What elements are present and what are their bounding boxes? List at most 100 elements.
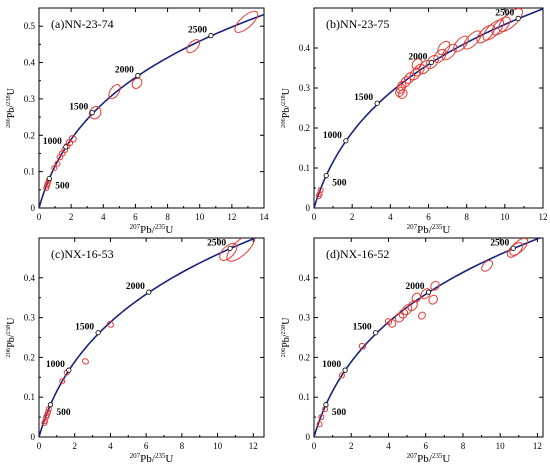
age-marker (510, 245, 516, 251)
plot-area (39, 10, 264, 208)
error-ellipse (108, 83, 121, 100)
error-ellipse (394, 312, 405, 323)
error-ellipse (81, 358, 89, 365)
error-ellipse (106, 321, 114, 328)
y-tick-label: 0.2 (24, 352, 35, 362)
age-label: 1000 (323, 131, 342, 141)
x-tick-label: 10 (500, 212, 510, 222)
y-tick-label: 0.3 (24, 94, 36, 104)
error-ellipse (68, 135, 77, 143)
error-ellipse (411, 58, 423, 70)
panel-2: 0 2 4 6 8 10 12 0 0.1 0.2 0.3 0.4 500 1000 1500 2000 250… (280, 7, 548, 236)
error-ellipse (51, 165, 58, 171)
age-label: 2500 (207, 238, 226, 248)
error-ellipse (42, 418, 49, 425)
x-tick-label: 0 (37, 212, 42, 222)
error-ellipse (226, 238, 256, 262)
y-axis-label: 206Pb/238U (5, 87, 17, 128)
x-axis-label: 207Pb/235U (407, 223, 451, 236)
panel-label: (a)NN-23-74 (51, 17, 114, 31)
error-ellipse (56, 154, 64, 161)
error-ellipse (54, 160, 61, 167)
x-tick-label: 6 (133, 212, 138, 222)
error-ellipse (482, 19, 505, 41)
x-tick-label: 0 (37, 441, 42, 451)
error-ellipse (41, 420, 48, 427)
y-tick-label: 0.2 (299, 352, 310, 362)
plot-area (39, 238, 258, 437)
x-tick-label: 6 (426, 212, 431, 222)
x-tick-label: 12 (249, 441, 258, 451)
y-tick-label: 0.5 (24, 21, 36, 31)
x-tick-label: 10 (195, 212, 205, 222)
age-marker (66, 367, 72, 373)
age-marker (515, 15, 521, 21)
x-tick-label: 14 (260, 212, 270, 222)
concordia-curve (39, 238, 258, 437)
error-ellipse (413, 63, 425, 77)
x-tick-label: 6 (423, 441, 428, 451)
panel-3: 0 2 4 6 8 10 12 0 0.1 0.2 0.3 0.4 500 1000 1500 2000 250… (5, 237, 265, 465)
error-ellipse (316, 421, 323, 428)
panel-label: (b)NN-23-75 (326, 17, 389, 31)
error-ellipse (315, 193, 322, 199)
error-ellipse (425, 54, 439, 70)
error-ellipse (44, 182, 51, 189)
error-ellipse (418, 311, 426, 320)
y-tick-label: 0 (306, 203, 311, 213)
y-tick-label: 0.1 (24, 392, 35, 402)
error-ellipse (59, 378, 66, 385)
panel-label: (d)NX-16-52 (326, 247, 389, 261)
age-label: 500 (332, 179, 347, 189)
error-ellipse (411, 292, 422, 303)
x-axis-label: 207Pb/235U (130, 223, 174, 236)
y-tick-label: 0.1 (299, 163, 310, 173)
error-ellipse (58, 150, 66, 157)
age-marker (146, 289, 152, 295)
age-label: 1500 (75, 323, 94, 333)
x-tick-label: 2 (69, 212, 74, 222)
error-ellipse (420, 288, 431, 300)
error-ellipse (44, 412, 51, 419)
age-marker (425, 289, 432, 295)
x-tick-label: 4 (108, 441, 113, 451)
age-label: 1500 (69, 103, 88, 113)
age-marker (95, 330, 101, 336)
error-ellipse (463, 30, 482, 50)
age-label: 1500 (354, 93, 373, 103)
error-ellipse (318, 414, 325, 421)
age-marker (343, 138, 349, 144)
age-label: 2000 (406, 282, 425, 292)
error-ellipse (404, 72, 415, 84)
x-tick-label: 10 (496, 441, 506, 451)
age-label: 2500 (495, 8, 514, 18)
age-label: 2500 (490, 238, 509, 248)
age-label: 1500 (353, 323, 372, 333)
plot-frame (313, 7, 544, 209)
plot-area (314, 8, 543, 208)
age-marker (63, 144, 69, 150)
age-label: 2000 (115, 66, 134, 76)
age-label: 500 (56, 408, 71, 418)
plot-frame (38, 237, 265, 438)
age-label: 2000 (126, 282, 145, 292)
y-tick-label: 0.4 (24, 273, 36, 283)
x-tick-label: 0 (312, 212, 317, 222)
age-marker (342, 367, 348, 373)
age-marker (227, 245, 233, 251)
error-ellipse (401, 304, 413, 316)
y-tick-label: 0.1 (24, 167, 35, 177)
x-tick-label: 2 (349, 441, 354, 451)
age-label: 2500 (188, 26, 207, 36)
error-ellipse (395, 86, 405, 98)
error-ellipse (65, 139, 74, 147)
error-ellipse (453, 35, 469, 53)
x-tick-label: 10 (213, 441, 223, 451)
age-label: 2000 (408, 52, 427, 62)
concordia-curve (39, 13, 264, 208)
error-ellipse (400, 76, 411, 88)
x-tick-label: 8 (165, 212, 170, 222)
plot-frame (313, 237, 544, 438)
x-tick-label: 6 (144, 441, 149, 451)
panel-1: 0 2 4 6 8 10 12 14 0 0.1 0.2 0.3 0.4 0.5 500 1000 1500 20… (5, 7, 270, 236)
